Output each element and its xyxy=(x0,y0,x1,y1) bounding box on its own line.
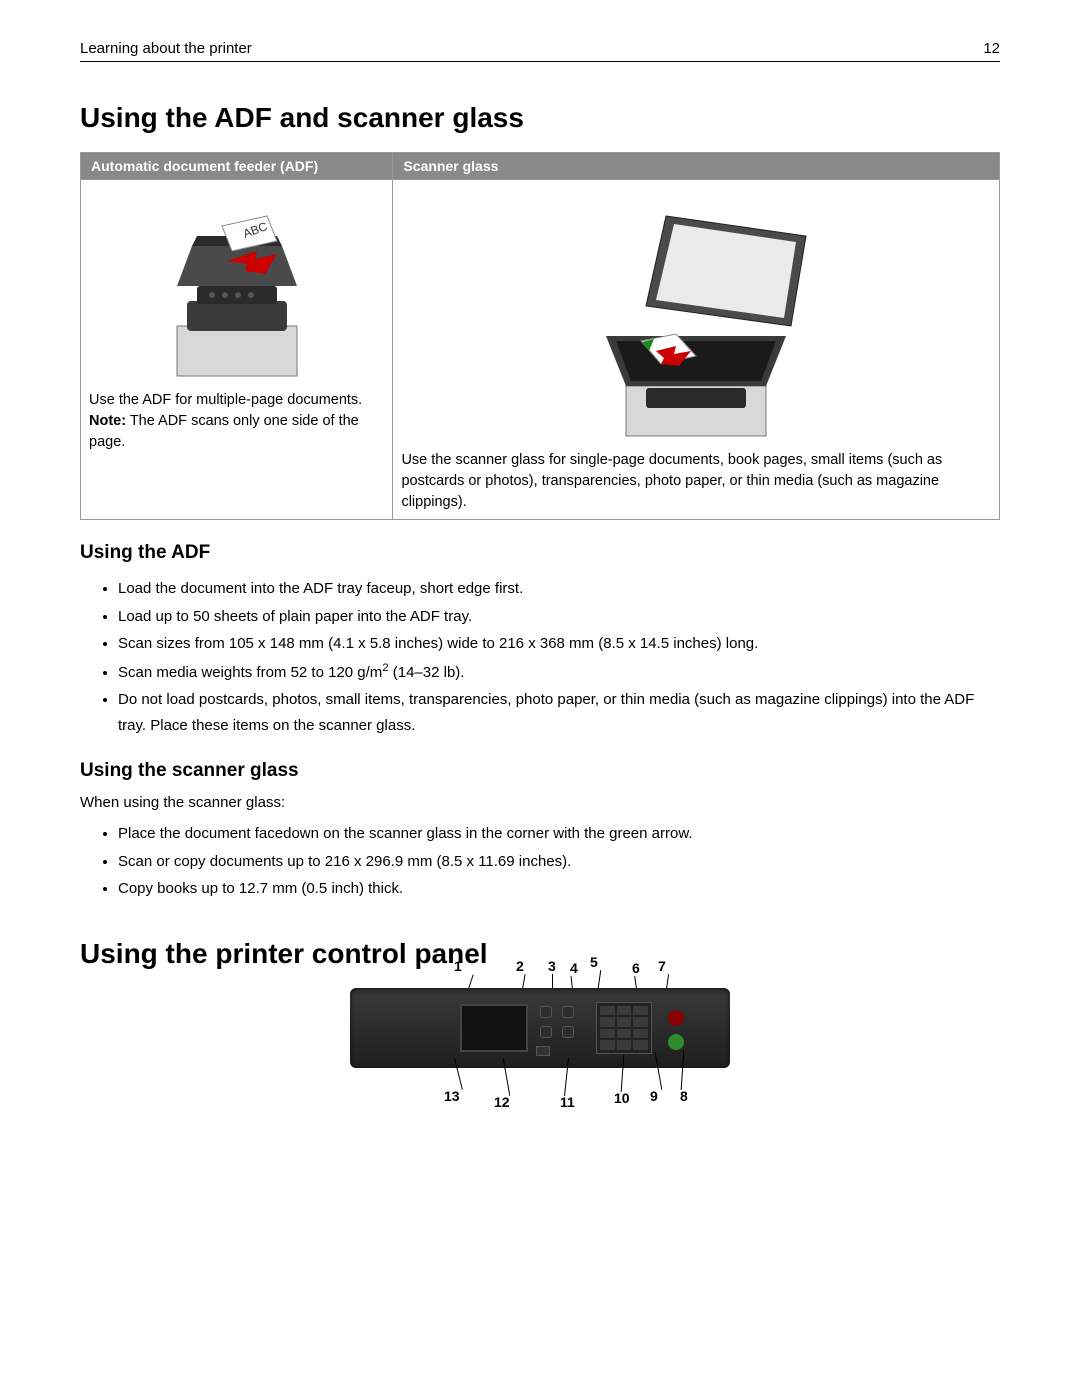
start-button-icon xyxy=(668,1034,684,1050)
control-panel-diagram: 1 2 3 4 5 6 7 13 12 xyxy=(80,988,1000,1073)
table-cell-adf: ABC Use the ADF for multiple‑page docume… xyxy=(81,180,393,520)
callout-13: 13 xyxy=(444,1088,460,1104)
display-screen xyxy=(460,1004,528,1052)
list-item: Load up to 50 sheets of plain paper into… xyxy=(118,604,1000,630)
table-header-scanner: Scanner glass xyxy=(393,153,1000,180)
usb-port-icon xyxy=(536,1046,550,1056)
list-item: Scan sizes from 105 x 148 mm (4.1 x 5.8 … xyxy=(118,631,1000,657)
scanner-intro: When using the scanner glass: xyxy=(80,794,1000,811)
callout-1: 1 xyxy=(454,958,462,974)
list-item: Do not load postcards, photos, small ite… xyxy=(118,687,1000,738)
list-item: Place the document facedown on the scann… xyxy=(118,821,1000,847)
list-item: Scan or copy documents up to 216 x 296.9… xyxy=(118,849,1000,875)
callout-2: 2 xyxy=(516,958,524,974)
list-item: Copy books up to 12.7 mm (0.5 inch) thic… xyxy=(118,876,1000,902)
section-title-adf-scanner: Using the ADF and scanner glass xyxy=(80,102,1000,134)
power-button-icon xyxy=(668,1010,684,1026)
callout-9: 9 xyxy=(650,1088,658,1104)
callout-7: 7 xyxy=(658,958,666,974)
page-header: Learning about the printer 12 xyxy=(80,40,1000,62)
adf-printer-illustration: ABC xyxy=(137,186,337,386)
callout-11: 11 xyxy=(560,1094,575,1110)
scanner-bullet-list: Place the document facedown on the scann… xyxy=(80,821,1000,902)
adf-note-label: Note: xyxy=(89,413,126,429)
adf-note-text: The ADF scans only one side of the page. xyxy=(89,413,359,450)
callout-10: 10 xyxy=(614,1090,630,1106)
subsection-title-scanner: Using the scanner glass xyxy=(80,760,1000,782)
adf-caption-line1: Use the ADF for multiple‑page documents. xyxy=(89,390,384,411)
table-cell-scanner: Use the scanner glass for single‑page do… xyxy=(393,180,1000,520)
callout-5: 5 xyxy=(590,954,598,970)
callout-12: 12 xyxy=(494,1094,510,1110)
table-header-adf: Automatic document feeder (ADF) xyxy=(81,153,393,180)
panel-button xyxy=(540,1006,552,1018)
list-item: Load the document into the ADF tray face… xyxy=(118,576,1000,602)
section-title-control-panel: Using the printer control panel xyxy=(80,938,1000,970)
page-number: 12 xyxy=(983,40,1000,57)
callout-3: 3 xyxy=(548,958,556,974)
numeric-keypad xyxy=(596,1002,652,1054)
scanner-glass-illustration xyxy=(546,186,846,446)
panel-button xyxy=(540,1026,552,1038)
callout-6: 6 xyxy=(632,960,640,976)
panel-button xyxy=(562,1006,574,1018)
adf-bullet-list: Load the document into the ADF tray face… xyxy=(80,576,1000,738)
breadcrumb: Learning about the printer xyxy=(80,40,252,57)
adf-scanner-table: Automatic document feeder (ADF) Scanner … xyxy=(80,152,1000,520)
panel-button xyxy=(562,1026,574,1038)
control-panel-body xyxy=(350,988,730,1068)
callout-4: 4 xyxy=(570,960,578,976)
scanner-caption: Use the scanner glass for single‑page do… xyxy=(401,450,991,513)
subsection-title-adf: Using the ADF xyxy=(80,542,1000,564)
list-item: Scan media weights from 52 to 120 g/m2 (… xyxy=(118,659,1000,686)
